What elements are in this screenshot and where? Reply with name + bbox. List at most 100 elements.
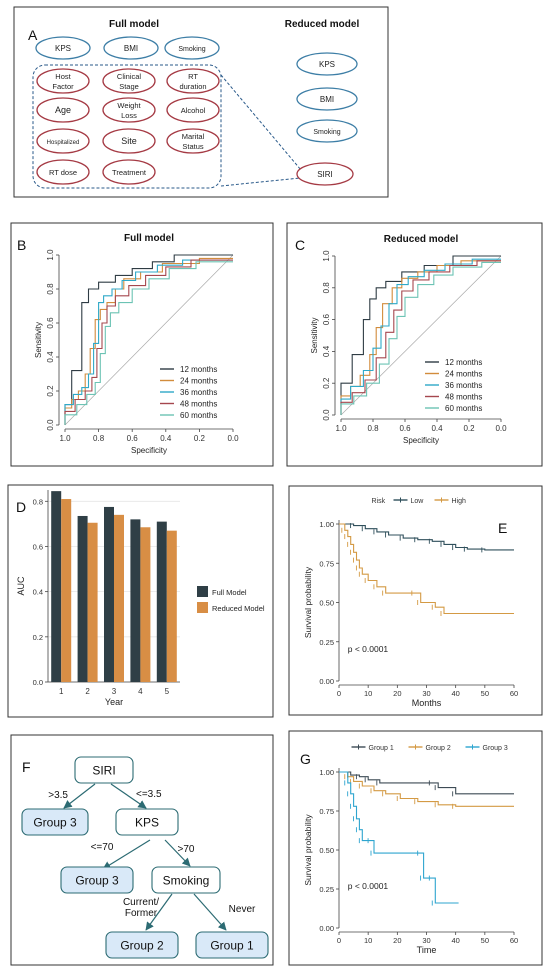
panel-e: E 0.00 0.25 0.50 0.75 1.00 0 10 20 30 40 50 60 Month… — [288, 485, 543, 716]
full-grid-hospitalized-label: Hospitalized — [47, 140, 80, 146]
reduced-smoking-label: Smoking — [313, 129, 340, 136]
x-tick-label: 0.6 — [399, 424, 411, 433]
roc-chart-reduced: Reduced model 1.0 0.8 0.6 0.4 0.2 0.0 0.0 0.2 0.4… — [310, 234, 507, 445]
y-tick-label: 0.4 — [322, 345, 331, 357]
full-grid-host-factor-oval — [36, 68, 90, 94]
panel-c: C Reduced model 1.0 0.8 0.6 0.4 0.2 0.0 0.0 0.2 0… — [286, 222, 543, 467]
reduced-siri-label: SIRI — [317, 170, 333, 179]
panel-b-label: B — [17, 237, 26, 253]
full-grid-marital-status-label-2: Status — [182, 142, 204, 151]
full-grid-marital-status-label-1: Marital — [182, 132, 205, 141]
y-tick-label: 0.4 — [33, 588, 43, 597]
edge-smoking-left — [145, 893, 173, 931]
reduced-smoking-oval — [296, 119, 358, 143]
x-tick-label: 2 — [85, 687, 90, 696]
legend-label-36-months: 36 months — [180, 388, 217, 397]
legend-label-full-model: Full Model — [212, 588, 247, 597]
full-grid-weight-loss-label-1: Weight — [117, 101, 141, 110]
panel-g-frame — [288, 730, 543, 966]
x-tick-label: 4 — [138, 687, 143, 696]
edge-smoking-right — [193, 893, 227, 931]
full-grid-rt-duration-label-1: RT — [188, 72, 198, 81]
x-tick-label: 0.4 — [160, 434, 172, 443]
x-tick-label: 0.2 — [194, 434, 206, 443]
y-axis-label: Survival probability — [303, 566, 313, 638]
full-grid-age-label: Age — [55, 105, 71, 115]
roc-chart-full: Full model 1.0 0.8 0.6 0.4 0.2 0.0 0.0 0.2 0.4 0.6… — [34, 233, 239, 455]
full-top-bmi-oval — [103, 36, 159, 60]
node-siri-box — [74, 756, 134, 784]
full-top-bmi-label: BMI — [124, 44, 138, 53]
roc-curve-36-months — [64, 259, 233, 425]
y-tick-label: 0.2 — [33, 633, 43, 642]
legend-label-12-months: 12 months — [180, 365, 217, 374]
panel-b-frame — [10, 222, 274, 467]
y-axis-label: AUC — [16, 576, 26, 596]
full-top-smoking-oval — [164, 36, 220, 60]
x-tick-label: 30 — [422, 936, 430, 945]
bar-reduced-model-year-1 — [61, 499, 72, 682]
leaf-group3-a-label: Group 3 — [33, 816, 77, 830]
full-grid-alcohol-label: Alcohol — [181, 106, 206, 115]
edge-label-current: Current/ — [123, 897, 159, 908]
reduced-kps-oval — [296, 52, 358, 76]
legend-label-group-2: Group 2 — [426, 745, 451, 752]
chart-title: Full model — [124, 233, 174, 244]
full-grid-hospitalized-oval — [36, 128, 90, 154]
x-tick-label: 0.4 — [431, 424, 443, 433]
bar-full-model-year-5 — [156, 521, 167, 682]
x-tick-label: 3 — [112, 687, 117, 696]
x-tick-label: 50 — [481, 936, 489, 945]
panel-a: A Full model Reduced model KPS BMI Smoking… — [13, 6, 389, 198]
full-grid-treatment-label: Treatment — [112, 168, 147, 177]
edge-kps-right — [164, 839, 191, 867]
x-axis-label: Months — [412, 698, 442, 708]
x-tick-label: 40 — [451, 689, 459, 698]
x-tick-label: 5 — [165, 687, 170, 696]
y-tick-label: 0.00 — [319, 924, 334, 933]
y-tick-label: 0.25 — [319, 638, 334, 647]
legend-label-48-months: 48 months — [180, 400, 217, 409]
full-grid-site-oval — [102, 128, 156, 154]
x-tick-label: 0.0 — [227, 434, 239, 443]
legend-label-reduced-model: Reduced Model — [212, 604, 265, 613]
full-model-dashed-box — [32, 64, 222, 189]
panel-f: F SIRI Group 3 KPS Group 3 Smoking Group 2 Gro… — [10, 734, 274, 966]
bar-full-model-year-1 — [51, 491, 62, 682]
x-tick-label: 20 — [393, 936, 401, 945]
panel-d-label: D — [16, 499, 26, 515]
legend-label-60-months: 60 months — [180, 411, 217, 420]
x-tick-label: 60 — [510, 936, 518, 945]
roc-curve-12-months — [340, 255, 501, 415]
node-siri-label: SIRI — [92, 764, 115, 778]
panel-c-label: C — [295, 237, 305, 253]
panel-d: D 0.0 0.2 0.4 0.6 0.8 1 2 3 4 5 Year AUC Full Model R… — [7, 484, 274, 718]
roc-curve-60-months — [340, 261, 501, 415]
x-tick-label: 40 — [451, 936, 459, 945]
x-axis-label: Year — [105, 697, 123, 707]
x-tick-label: 0 — [337, 936, 341, 945]
y-tick-label: 1.0 — [46, 249, 55, 261]
bar-full-model-year-2 — [77, 515, 88, 682]
legend-label-low: Low — [411, 498, 425, 505]
full-grid-clinical-stage-label-1: Clinical — [117, 72, 142, 81]
y-tick-label: 0.8 — [33, 497, 43, 506]
x-tick-label: 50 — [481, 689, 489, 698]
reduced-model-title: Reduced model — [285, 19, 360, 30]
y-axis-label: Sensitivity — [34, 322, 43, 358]
y-tick-label: 0.2 — [46, 385, 55, 397]
chart-title: Reduced model — [384, 234, 459, 245]
panel-a-label: A — [28, 27, 38, 43]
x-tick-label: 0.0 — [495, 424, 507, 433]
x-axis-label: Specificity — [131, 446, 167, 455]
bar-full-model-year-3 — [104, 506, 114, 682]
roc-curve-12-months — [64, 254, 233, 425]
full-grid-alcohol-oval — [166, 97, 220, 123]
edge-kps-left — [102, 839, 151, 870]
km-group-chart: 0.00 0.25 0.50 0.75 1.00 0 10 20 30 40 50 60 Time Sur… — [303, 744, 518, 955]
legend-label-36-months: 36 months — [445, 381, 482, 390]
panel-e-label: E — [498, 520, 507, 536]
x-tick-label: 1 — [59, 687, 64, 696]
full-grid-clinical-stage-oval — [102, 68, 156, 94]
